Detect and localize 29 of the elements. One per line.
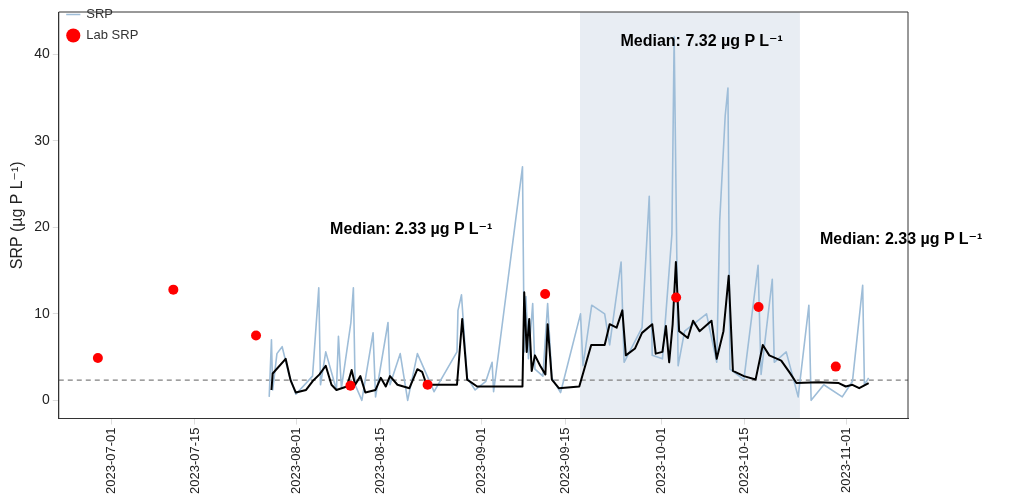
point xyxy=(168,284,179,295)
x-tick-label: 2023-08-01 xyxy=(288,427,304,494)
point xyxy=(422,379,433,390)
x-tick-label: 2023-11-01 xyxy=(838,427,854,494)
y-tick-label: 40 xyxy=(34,45,50,62)
annotation: Median: 2.33 µg P L⁻¹ xyxy=(820,230,983,248)
point xyxy=(671,292,682,303)
x-tick-label: 2023-09-15 xyxy=(557,427,573,494)
point xyxy=(753,301,764,312)
point xyxy=(540,288,551,299)
point xyxy=(251,330,262,341)
point xyxy=(92,352,103,363)
x-tick-label: 2023-08-15 xyxy=(371,427,387,494)
y-tick-label: 10 xyxy=(34,304,50,321)
legend-label: Lab SRP xyxy=(86,27,139,43)
point xyxy=(345,380,356,391)
x-tick-label: 2023-10-01 xyxy=(652,427,668,494)
x-tick-label: 2023-07-15 xyxy=(186,427,202,494)
y-axis-title: SRP (µg P L⁻¹) xyxy=(8,161,26,270)
x-tick-label: 2023-09-01 xyxy=(473,427,489,494)
x-tick-label: 2023-10-15 xyxy=(736,427,752,494)
x-tick-label: 2023-07-01 xyxy=(102,427,118,494)
annotation: Median: 7.32 µg P L⁻¹ xyxy=(620,32,783,50)
y-tick-label: 30 xyxy=(34,131,50,148)
legend-label: SRP xyxy=(86,6,114,22)
point xyxy=(830,361,841,372)
annotation: Median: 2.33 µg P L⁻¹ xyxy=(330,219,493,237)
y-tick-label: 0 xyxy=(41,391,50,408)
y-tick-label: 20 xyxy=(34,218,50,235)
